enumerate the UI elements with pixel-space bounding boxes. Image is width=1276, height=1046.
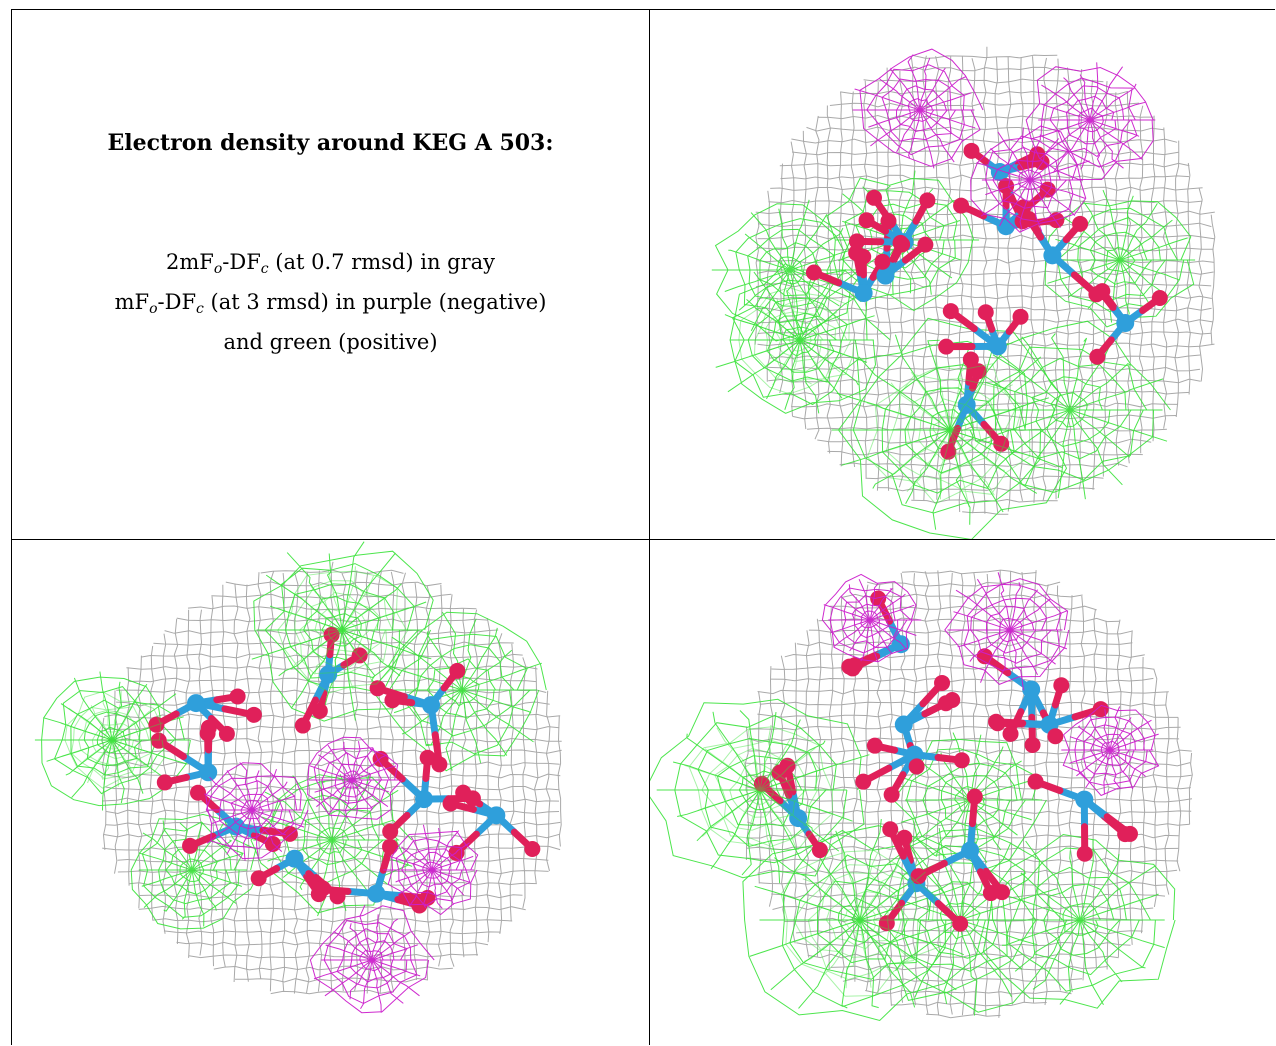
legend-line-fofc: mFo-DFc (at 3 rmsd) in purple (negative) (114, 290, 547, 317)
legend-line-fofc-positive: and green (positive) (223, 330, 438, 354)
map-legend: 2mFo-DFc (at 0.7 rmsd) in gray mFo-DFc (… (12, 246, 649, 359)
density-mesh-purple (852, 48, 1156, 233)
table-left-border (11, 9, 12, 1045)
ball-and-stick-model (753, 590, 1138, 932)
density-mesh-purple (204, 736, 479, 1014)
table-top-border (11, 9, 1275, 10)
figure-title: Electron density around KEG A 503: (107, 130, 554, 156)
table-middle-border (11, 539, 1275, 540)
ball-and-stick-model (148, 626, 541, 914)
density-mesh-gray (101, 561, 562, 995)
density-view-top-right (650, 10, 1275, 539)
ball-and-stick-model (805, 142, 1168, 460)
density-mesh-green (650, 698, 1176, 1022)
molecule-render (711, 46, 1216, 539)
figure-table (11, 9, 1275, 1045)
caption-cell: Electron density around KEG A 503: 2mFo-… (12, 10, 649, 539)
table-center-border (649, 9, 650, 1045)
molecule-render (34, 541, 562, 1014)
legend-line-2fofc: 2mFo-DFc (at 0.7 rmsd) in gray (165, 250, 496, 277)
molecule-render (650, 569, 1193, 1022)
density-view-bottom-right (650, 540, 1275, 1045)
density-mesh-purple (821, 572, 1160, 797)
density-view-bottom-left (12, 540, 649, 1045)
